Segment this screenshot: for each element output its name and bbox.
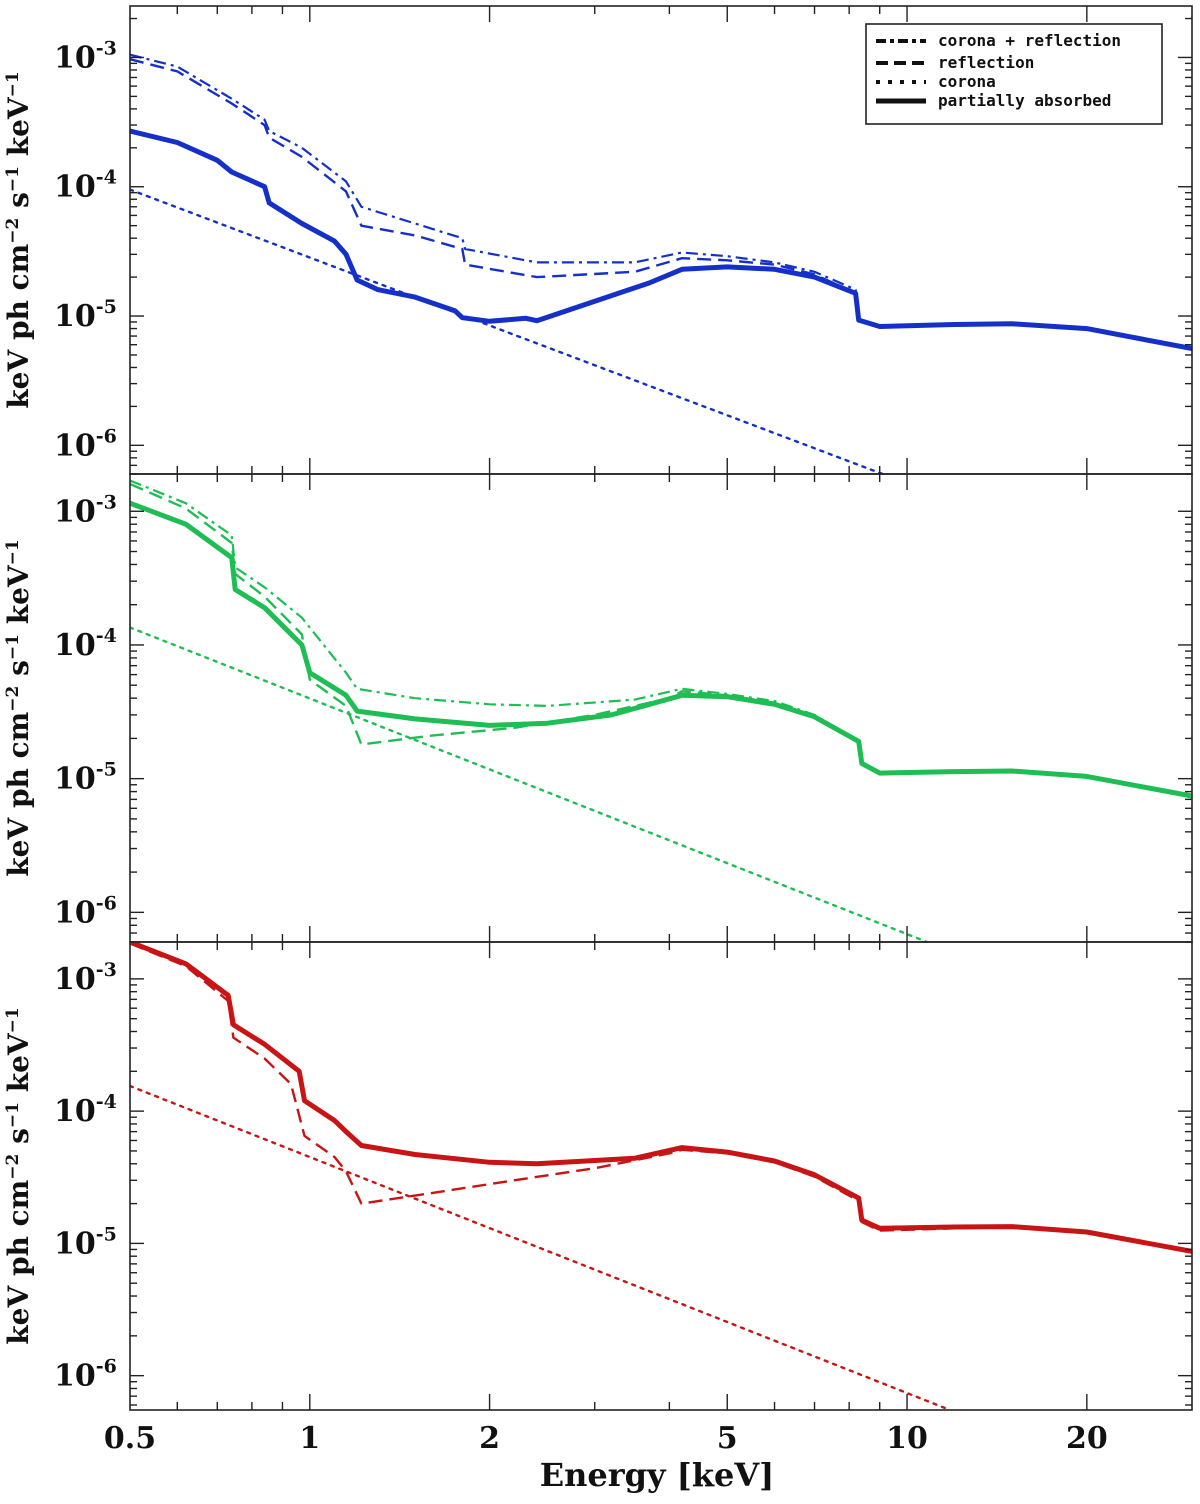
y-axis-label: keV ph cm−2 s−1 keV−1 <box>2 71 35 408</box>
x-tick-label: 20 <box>1066 1421 1108 1456</box>
series-reflection-line <box>130 942 1192 1253</box>
legend: corona + reflection reflectioncoronaparti… <box>865 23 1163 125</box>
y-tick-label: 10-6 <box>54 1356 117 1394</box>
series-corona-line <box>130 626 929 942</box>
panel-top: 10-3 10-4 10-5 10-6 keV ph cm−2 s−1 keV−1 <box>2 5 1193 475</box>
x-tick-label: 5 <box>717 1421 738 1456</box>
panel-bottom-curves <box>130 942 1192 1410</box>
panel-middle-frame <box>129 473 1193 943</box>
legend-label: partially absorbed <box>938 91 1111 110</box>
panel-top-curves <box>130 53 1192 474</box>
y-tick-label: 10-3 <box>54 959 117 997</box>
x-axis-label: Energy [keV] <box>540 1456 775 1494</box>
x-tick-label: 10 <box>886 1421 928 1456</box>
series-corona-reflection-line <box>130 942 1192 1253</box>
y-tick-label: 10-4 <box>54 167 117 205</box>
y-tick-label: 10-6 <box>54 425 117 463</box>
x-tick-label: 1 <box>299 1421 320 1456</box>
series-partially-absorbed-line <box>130 500 1192 799</box>
series-corona-reflection-line <box>130 53 1192 350</box>
y-tick-label: 10-4 <box>54 625 117 663</box>
x-tick-label: 0.5 <box>104 1421 156 1456</box>
y-tick-label: 10-3 <box>54 37 117 75</box>
panel-middle: 10-3 10-4 10-5 10-6 keV ph cm−2 s−1 keV−1 <box>2 473 1193 943</box>
panel-bottom-frame <box>129 941 1193 1411</box>
legend-label: reflection <box>938 53 1034 72</box>
y-tick-label: 10-3 <box>54 491 117 529</box>
y-axis-label: keV ph cm−2 s−1 keV−1 <box>2 539 35 876</box>
series-partially-absorbed-line <box>130 942 1192 1254</box>
panel-middle-curves <box>130 479 1192 942</box>
series-corona-reflection-line <box>130 479 1192 798</box>
series-reflection-line <box>130 482 1192 798</box>
x-tick-label: 2 <box>479 1421 500 1456</box>
y-tick-label: 10-5 <box>54 296 117 334</box>
series-corona-line <box>130 1084 952 1410</box>
series-partially-absorbed-line <box>130 128 1192 352</box>
legend-label: corona <box>938 72 996 91</box>
legend-label: corona + reflection <box>938 31 1121 50</box>
y-tick-label: 10-6 <box>54 892 117 930</box>
panel-bottom: 10-3 10-4 10-5 10-6 keV ph cm−2 s−1 keV−1 <box>2 941 1193 1411</box>
series-corona-line <box>130 188 884 474</box>
y-tick-label: 10-5 <box>54 1223 117 1261</box>
y-axis-label: keV ph cm−2 s−1 keV−1 <box>2 1007 35 1344</box>
y-tick-label: 10-4 <box>54 1091 117 1129</box>
y-tick-label: 10-5 <box>54 759 117 797</box>
series-reflection-line <box>130 58 1192 350</box>
